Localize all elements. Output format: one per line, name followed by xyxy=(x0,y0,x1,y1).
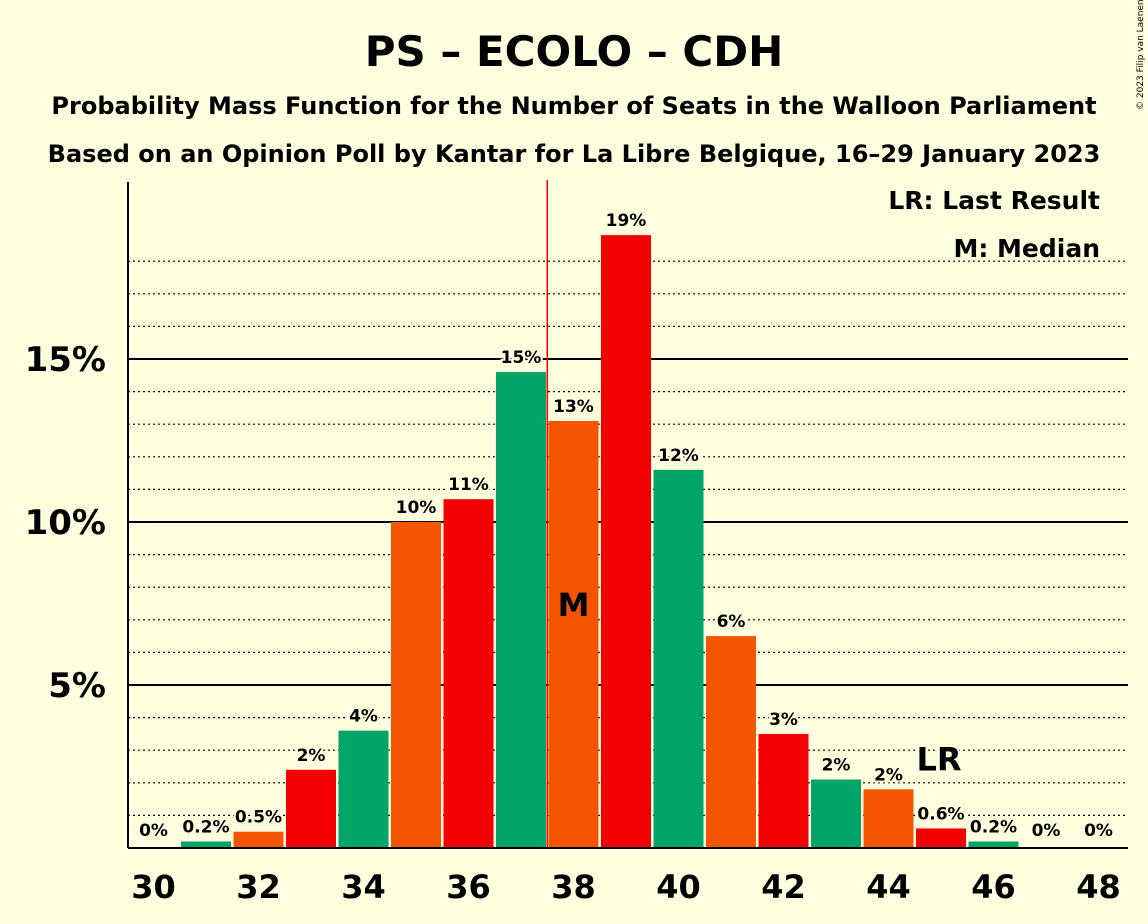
bar-seats-34 xyxy=(338,730,389,848)
x-tick-label: 32 xyxy=(236,868,281,906)
median-marker: M xyxy=(558,586,590,624)
bar-seats-36 xyxy=(443,499,494,848)
value-label-seats-37: 15% xyxy=(501,348,542,368)
value-label-seats-40: 12% xyxy=(658,446,699,466)
chart-subtitle-poll: Based on an Opinion Poll by Kantar for L… xyxy=(48,140,1101,168)
bar-seats-43 xyxy=(811,779,861,848)
bar-seats-38 xyxy=(548,420,599,848)
value-label-seats-34: 4% xyxy=(349,707,378,727)
x-tick-label: 44 xyxy=(866,868,911,906)
x-tick-label: 46 xyxy=(971,868,1016,906)
last-result-marker: LR xyxy=(916,740,961,778)
value-label-seats-41: 6% xyxy=(717,612,746,632)
x-tick-label: 38 xyxy=(551,868,596,906)
value-label-seats-46: 0.2% xyxy=(970,817,1017,837)
x-tick-label: 40 xyxy=(656,868,701,906)
value-label-seats-36: 11% xyxy=(448,475,489,495)
value-label-seats-33: 2% xyxy=(297,746,326,766)
value-label-seats-38: 13% xyxy=(553,397,594,417)
value-label-seats-30: 0% xyxy=(139,821,168,841)
copyright-text: © 2023 Filip van Laenen xyxy=(1136,0,1146,110)
bar-seats-39 xyxy=(601,235,651,848)
bar-seats-32 xyxy=(233,831,284,848)
x-tick-label: 30 xyxy=(131,868,176,906)
value-label-seats-47: 0% xyxy=(1032,821,1061,841)
x-tick-label: 48 xyxy=(1076,868,1121,906)
x-tick-label: 36 xyxy=(446,868,491,906)
value-label-seats-48: 0% xyxy=(1084,821,1113,841)
bar-seats-35 xyxy=(391,522,441,848)
value-label-seats-39: 19% xyxy=(606,211,647,231)
y-tick-label: 10% xyxy=(25,503,106,543)
value-labels: 0% 0.2% 0.5% 2% 4% 10% 11% 15% 13% 19% 12% 6% 3% 2% 2%… xyxy=(137,209,1115,843)
bar-seats-46 xyxy=(968,841,1019,848)
value-label-seats-43: 2% xyxy=(822,756,851,776)
legend-median: M: Median xyxy=(953,234,1100,263)
value-label-seats-32: 0.5% xyxy=(235,808,282,828)
value-label-seats-44: 2% xyxy=(874,765,903,785)
x-tick-label: 42 xyxy=(761,868,806,906)
x-tick-label: 34 xyxy=(341,868,386,906)
chart-markers: M LR xyxy=(546,180,964,848)
bar-seats-33 xyxy=(286,769,336,848)
y-tick-label: 5% xyxy=(48,666,106,706)
bar-seats-41 xyxy=(706,636,756,848)
chart-title: PS – ECOLO – CDH xyxy=(365,27,784,76)
chart-subtitle: Probability Mass Function for the Number… xyxy=(51,92,1096,120)
bar-seats-31 xyxy=(181,841,231,848)
bar-seats-42 xyxy=(758,733,809,848)
value-label-seats-45: 0.6% xyxy=(917,804,964,824)
x-axis-ticks: 30 32 34 36 38 40 42 44 46 48 xyxy=(131,868,1121,906)
value-label-seats-31: 0.2% xyxy=(182,817,229,837)
bar-seats-45 xyxy=(916,828,966,848)
y-tick-label: 15% xyxy=(25,340,106,380)
y-axis-ticks: 5% 10% 15% xyxy=(25,340,106,706)
legend-last-result: LR: Last Result xyxy=(888,186,1100,215)
bar-seats-40 xyxy=(653,469,704,848)
bar-seats-44 xyxy=(863,789,914,848)
value-label-seats-42: 3% xyxy=(769,710,798,730)
value-label-seats-35: 10% xyxy=(396,498,437,518)
bar-seats-37 xyxy=(496,372,546,848)
bars xyxy=(181,235,1019,848)
